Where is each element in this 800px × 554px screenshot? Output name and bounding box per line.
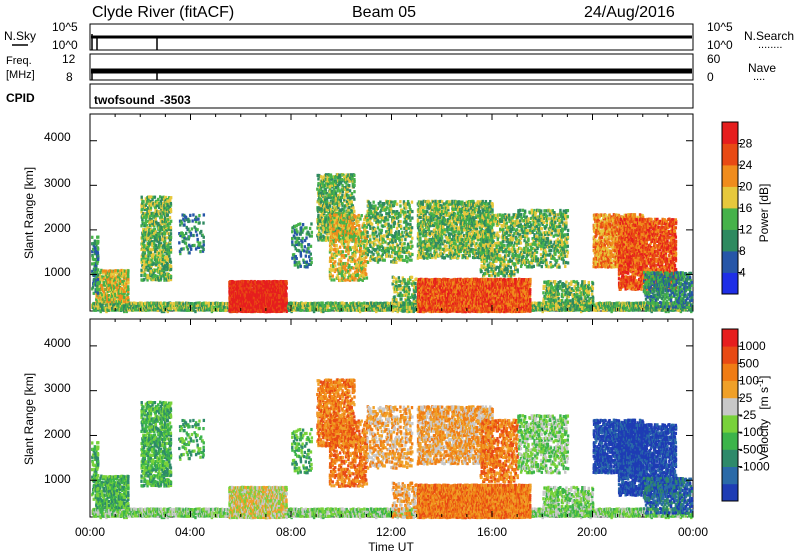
freq-left-tick-top: 12 xyxy=(62,52,76,66)
rti-cell xyxy=(194,310,196,313)
rti-cell xyxy=(135,302,137,305)
rti-cell xyxy=(321,302,323,305)
cpid-label: CPID xyxy=(6,91,35,105)
beam-title: Beam 05 xyxy=(352,4,416,21)
power-heatmap xyxy=(91,173,693,313)
noise-search-marker: ........ xyxy=(758,39,782,51)
nave-right-tick-bottom: 0 xyxy=(707,70,714,84)
power-panel: Slant Range [km] 1000 2000 3000 4000 xyxy=(22,114,693,313)
noise-right-tick-top: 10^5 xyxy=(707,20,733,34)
cpid-program: twofsound xyxy=(94,93,155,107)
nave-right-tick-top: 60 xyxy=(707,52,721,66)
rti-cell xyxy=(363,302,365,305)
frequency-panel: Freq. [MHz] 12 8 60 0 Nave .... xyxy=(6,52,776,84)
noise-panel: N.Sky 10^5 10^0 10^5 10^0 N.Search .....… xyxy=(4,20,794,52)
nave-marker: .... xyxy=(753,71,765,83)
noise-left-tick-top: 10^5 xyxy=(52,20,78,34)
rti-cell xyxy=(362,309,364,312)
freq-left-tick-bottom: 8 xyxy=(66,70,73,84)
radar-rti-figure: Clyde River (fitACF) Beam 05 24/Aug/2016… xyxy=(0,0,800,554)
freq-label-line2: [MHz] xyxy=(6,69,35,81)
noise-right-tick-bottom: 10^0 xyxy=(707,38,733,52)
cpid-panel: CPID twofsound -3503 xyxy=(6,84,693,108)
cpid-id: -3503 xyxy=(160,93,191,107)
rti-cell xyxy=(301,309,303,312)
noise-left-tick-bottom: 10^0 xyxy=(52,38,78,52)
station-title: Clyde River (fitACF) xyxy=(92,4,234,21)
freq-label-line1: Freq. xyxy=(6,55,32,67)
noise-sky-label: N.Sky xyxy=(4,29,36,43)
date-title: 24/Aug/2016 xyxy=(584,4,675,21)
